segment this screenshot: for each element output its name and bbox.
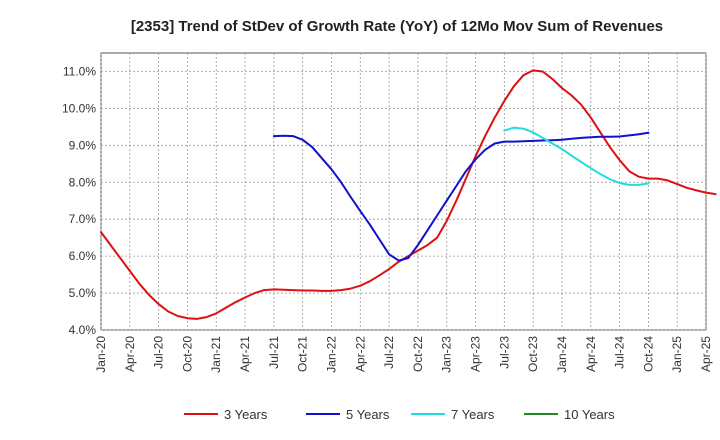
series-line-5-years — [272, 131, 650, 262]
x-tick-label: Oct-24 — [641, 336, 655, 372]
x-tick-label: Apr-20 — [123, 336, 137, 372]
y-tick-label: 5.0% — [69, 286, 97, 300]
x-tick-label: Apr-23 — [469, 336, 483, 372]
legend-label: 7 Years — [451, 407, 495, 422]
axes: 4.0% 5.0% 6.0% 7.0% 8.0% 9.0% 10.0% 11.0% Jan-20… — [62, 64, 713, 372]
x-tick-label: Apr-21 — [238, 336, 252, 372]
x-tick-label: Jan-23 — [440, 336, 454, 373]
x-tick-label: Apr-25 — [699, 336, 713, 372]
y-tick-label: 6.0% — [69, 249, 97, 263]
legend: 3 Years 5 Years 7 Years 10 Years — [184, 407, 615, 422]
x-tick-label: Jan-24 — [555, 336, 569, 373]
legend-label: 3 Years — [224, 407, 268, 422]
plot-area — [100, 52, 707, 331]
grid — [100, 52, 707, 331]
x-tick-label: Apr-22 — [353, 336, 367, 372]
x-tick-label: Oct-20 — [180, 336, 194, 372]
chart-title: [2353] Trend of StDev of Growth Rate (Yo… — [131, 18, 663, 35]
x-tick-label: Oct-22 — [411, 336, 425, 372]
y-tick-label: 7.0% — [69, 212, 97, 226]
x-tick-label: Apr-24 — [584, 336, 598, 372]
x-tick-label: Jan-25 — [670, 336, 684, 373]
x-tick-label: Jan-20 — [94, 336, 108, 373]
legend-label: 10 Years — [564, 407, 615, 422]
x-tick-label: Jan-21 — [209, 336, 223, 373]
legend-label: 5 Years — [346, 407, 390, 422]
x-tick-label: Jan-22 — [324, 336, 338, 373]
series-line-3-years — [100, 69, 717, 320]
series-line-7-years — [503, 126, 650, 186]
y-tick-label: 11.0% — [63, 64, 96, 78]
series-lines — [100, 69, 717, 320]
y-tick-label: 10.0% — [62, 101, 96, 115]
x-tick-label: Jul-24 — [613, 336, 627, 369]
y-tick-label: 9.0% — [69, 138, 97, 152]
y-tick-label: 4.0% — [69, 323, 97, 337]
x-tick-label: Jul-21 — [267, 336, 281, 369]
x-tick-label: Jul-22 — [382, 336, 396, 369]
x-tick-label: Oct-21 — [296, 336, 310, 372]
x-tick-label: Jul-23 — [497, 336, 511, 369]
x-tick-label: Oct-23 — [526, 336, 540, 372]
x-tick-label: Jul-20 — [152, 336, 166, 369]
y-tick-label: 8.0% — [69, 175, 97, 189]
